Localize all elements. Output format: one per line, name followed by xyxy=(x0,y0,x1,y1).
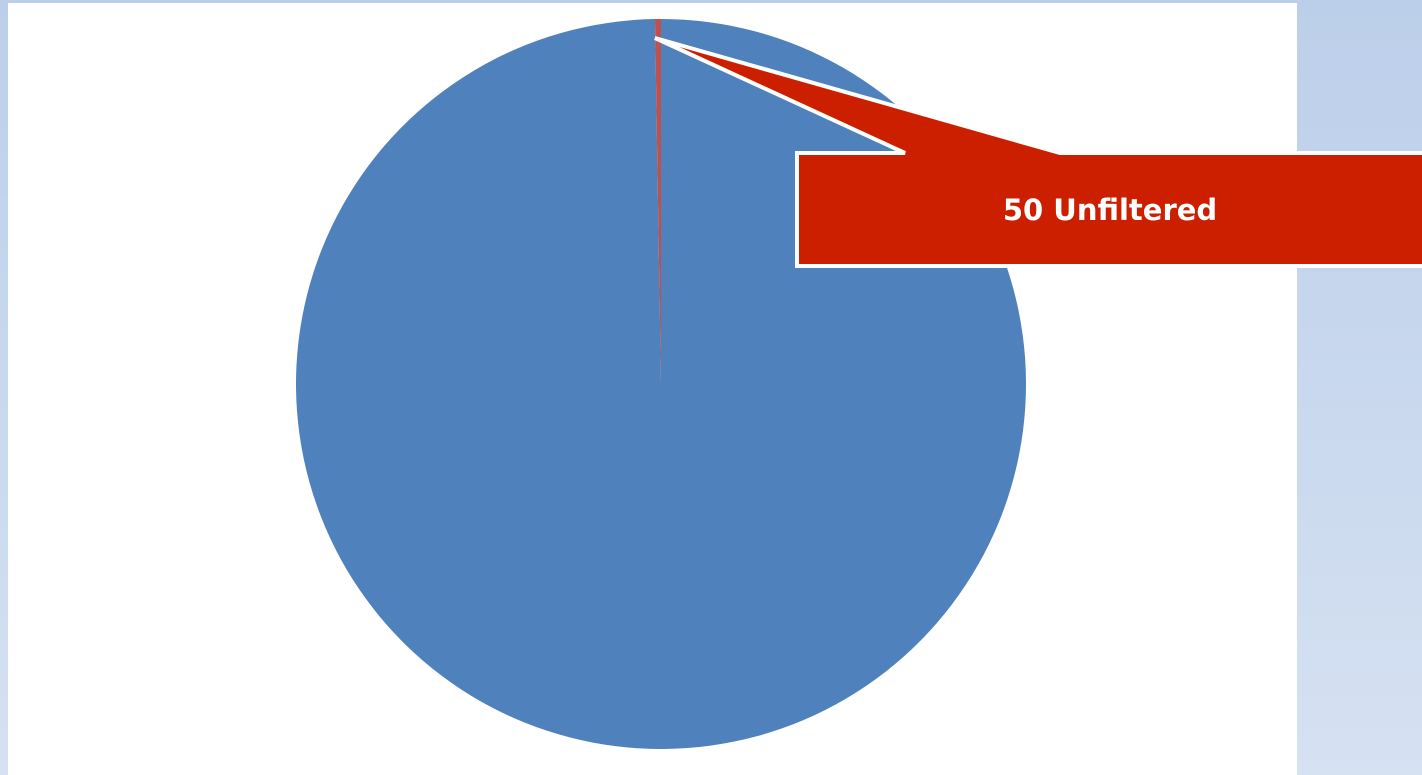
callout xyxy=(654,36,1422,268)
pie-slice xyxy=(654,19,661,384)
data-label: 50 Unfiltered xyxy=(1003,193,1217,227)
